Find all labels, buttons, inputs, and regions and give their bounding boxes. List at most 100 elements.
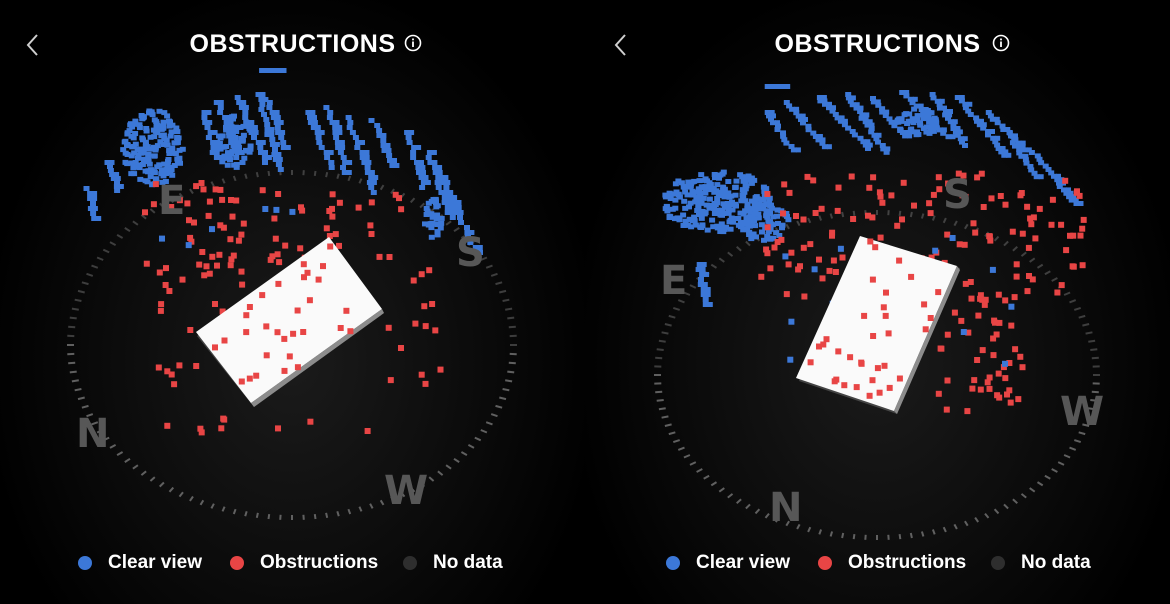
compass-tick xyxy=(829,531,834,537)
sky-cell xyxy=(774,207,781,213)
sky-cell xyxy=(252,125,258,130)
compass-tick xyxy=(931,215,936,221)
sky-cell xyxy=(444,205,451,210)
compass-tick xyxy=(480,256,488,261)
sky-cell xyxy=(157,139,164,145)
sky-cell xyxy=(206,270,213,277)
sky-cell xyxy=(884,109,890,115)
info-circle-icon[interactable] xyxy=(992,34,1010,52)
sky-cell xyxy=(260,140,266,145)
sky-cell xyxy=(879,106,886,112)
sky-cell xyxy=(368,199,375,206)
sky-cell xyxy=(457,215,463,220)
compass-tick xyxy=(505,307,513,311)
sky-cell xyxy=(418,371,425,378)
sky-cell xyxy=(269,110,276,115)
sky-cell xyxy=(880,304,887,311)
sky-cell xyxy=(1025,244,1032,251)
sky-cell xyxy=(132,121,139,127)
sky-cell xyxy=(798,117,804,122)
compass-tick xyxy=(485,421,493,426)
sky-cell xyxy=(426,267,433,274)
compass-tick xyxy=(485,264,493,269)
sky-cell xyxy=(882,312,889,319)
sky-cell xyxy=(381,133,387,138)
sky-cell xyxy=(227,236,234,243)
sky-cell xyxy=(826,105,832,111)
dish-marks xyxy=(807,238,942,399)
sky-cell xyxy=(150,144,157,150)
sky-cell xyxy=(684,222,691,228)
sky-cell xyxy=(280,130,286,135)
sky-cell xyxy=(239,281,246,288)
sky-cell xyxy=(323,225,330,232)
sky-cell xyxy=(307,115,313,120)
sky-cell xyxy=(226,133,233,139)
sky-cell xyxy=(1048,170,1055,176)
sky-cell xyxy=(732,192,739,198)
sky-cell xyxy=(277,167,284,172)
sky-cell xyxy=(1019,364,1026,371)
sky-cell xyxy=(271,152,278,157)
sky-cell xyxy=(169,147,176,153)
compass-tick xyxy=(1069,299,1077,304)
sky-cell xyxy=(764,191,771,197)
chevron-left-icon[interactable] xyxy=(22,32,44,58)
sky-cell xyxy=(746,220,753,225)
sky-cell xyxy=(275,162,282,167)
sky-cell xyxy=(312,115,317,120)
sky-cell xyxy=(1000,127,1007,132)
sky-cell xyxy=(155,364,162,371)
chevron-left-icon[interactable] xyxy=(610,32,632,58)
sky-cell xyxy=(933,125,940,131)
sky-cell xyxy=(230,252,237,259)
sky-cell xyxy=(271,215,278,222)
sky-cell xyxy=(159,179,166,185)
sky-cell xyxy=(234,150,241,155)
sky-cell xyxy=(423,206,430,211)
sky-cell xyxy=(458,210,464,215)
sky-cell xyxy=(860,139,867,145)
sky-cell xyxy=(926,200,933,207)
sky-cell xyxy=(709,217,716,223)
sky-cell xyxy=(169,122,176,128)
legend-clear-view: Clear view xyxy=(78,552,202,574)
compass-tick xyxy=(68,325,76,329)
sky-cell xyxy=(347,160,353,165)
sky-cell xyxy=(163,265,169,272)
sky-cell xyxy=(164,162,171,168)
sky-cell xyxy=(241,100,247,105)
sky-cell xyxy=(676,194,683,200)
sky-cell xyxy=(241,155,248,161)
sky-cell xyxy=(132,118,139,124)
compass-tick xyxy=(347,508,352,515)
sky-cell xyxy=(716,193,723,198)
sky-cell xyxy=(820,137,826,143)
sky-cell xyxy=(780,210,786,217)
compass-tick xyxy=(409,197,416,204)
sky-cell xyxy=(962,101,969,107)
sky-cell xyxy=(1056,173,1061,179)
sky-map xyxy=(83,68,483,436)
compass-tick xyxy=(74,388,82,392)
sky-cell xyxy=(143,260,150,267)
sky-cell xyxy=(255,140,262,145)
compass-tick xyxy=(81,281,89,286)
sky-cell xyxy=(359,155,366,160)
sky-cell xyxy=(980,125,987,131)
sky-cell xyxy=(376,128,383,133)
sky-cell xyxy=(686,204,692,210)
sky-cell xyxy=(90,201,96,206)
sky-cell xyxy=(446,200,452,205)
sky-cell xyxy=(795,266,802,273)
sky-cell xyxy=(812,134,819,139)
sky-cell xyxy=(741,177,748,183)
sky-cell xyxy=(83,186,90,191)
sky-cell xyxy=(800,120,806,126)
compass-tick xyxy=(785,520,790,527)
sky-cell xyxy=(396,195,402,202)
sky-cell xyxy=(272,147,278,152)
sky-cell xyxy=(219,196,226,203)
info-circle-icon[interactable] xyxy=(404,34,422,52)
sky-cell xyxy=(819,140,826,146)
